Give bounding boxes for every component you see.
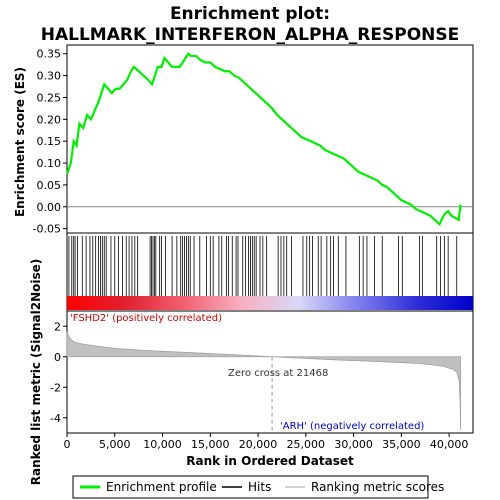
x-tick-label: 20,000	[239, 438, 278, 451]
ranking-metric-area	[66, 332, 461, 430]
chart-title-line2: HALLMARK_INTERFERON_ALPHA_RESPONSE	[41, 25, 460, 45]
es-y-tick-label: 0.20	[37, 113, 62, 126]
legend: Enrichment profile Hits Ranking metric sco…	[72, 475, 444, 499]
x-tick-label: 40,000	[430, 438, 469, 451]
positive-correlation-label: 'FSHD2' (positively correlated)	[70, 313, 222, 324]
legend-label: Enrichment profile	[106, 480, 217, 494]
metric-y-tick-label: 0	[54, 351, 61, 364]
es-y-tick-label: -0.05	[33, 223, 61, 236]
x-tick-label: 15,000	[191, 438, 230, 451]
es-panel: 0.35 0.30 0.25 0.20 0.15 0.10 0.05 0.00 -0.05 En…	[13, 44, 474, 236]
x-tick-label: 5,000	[99, 438, 131, 451]
metric-y-axis-title: Ranked list metric (Signal2Noise)	[29, 259, 43, 486]
es-y-tick-label: 0.35	[37, 48, 62, 61]
es-y-tick-label: 0.25	[37, 91, 62, 104]
metric-y-ticks: 2 0 -2 -4	[50, 320, 67, 425]
x-tick-label: 10,000	[143, 438, 182, 451]
es-y-tick-label: 0.15	[37, 135, 62, 148]
x-ticks: 0 5,000 10,000 15,000 20,000 25,000 30,000 35,0…	[64, 433, 469, 451]
enrichment-profile-line	[65, 52, 462, 227]
x-tick-label: 35,000	[382, 438, 421, 451]
es-y-axis-title: Enrichment score (ES)	[13, 67, 27, 217]
hit-lines	[68, 236, 458, 296]
zero-cross-label: Zero cross at 21468	[228, 368, 328, 379]
legend-label: Ranking metric scores	[311, 480, 444, 494]
x-tick-label: 30,000	[334, 438, 373, 451]
es-y-tick-label: 0.30	[37, 70, 62, 83]
chart-title-line1: Enrichment plot:	[170, 4, 330, 24]
hits-panel	[66, 232, 474, 312]
x-tick-label: 0	[64, 438, 71, 451]
metric-panel: 2 0 -2 -4 'FSHD2' (positively correlated) '…	[29, 259, 474, 486]
x-tick-label: 25,000	[287, 438, 326, 451]
metric-y-tick-label: -4	[50, 412, 61, 425]
negative-correlation-label: 'ARH' (negatively correlated)	[280, 421, 424, 432]
metric-plot-frame	[66, 310, 474, 434]
es-y-tick-label: 0.00	[37, 201, 62, 214]
ranking-heat-bar	[67, 296, 473, 310]
metric-y-tick-label: 2	[54, 320, 61, 333]
x-axis-title: Rank in Ordered Dataset	[186, 454, 354, 468]
es-y-tick-label: 0.05	[37, 179, 62, 192]
legend-frame	[72, 475, 429, 499]
es-y-ticks: 0.35 0.30 0.25 0.20 0.15 0.10 0.05 0.00 -0.05	[33, 48, 67, 236]
es-y-tick-label: 0.10	[37, 157, 62, 170]
legend-label: Hits	[248, 480, 271, 494]
metric-y-tick-label: -2	[50, 381, 61, 394]
